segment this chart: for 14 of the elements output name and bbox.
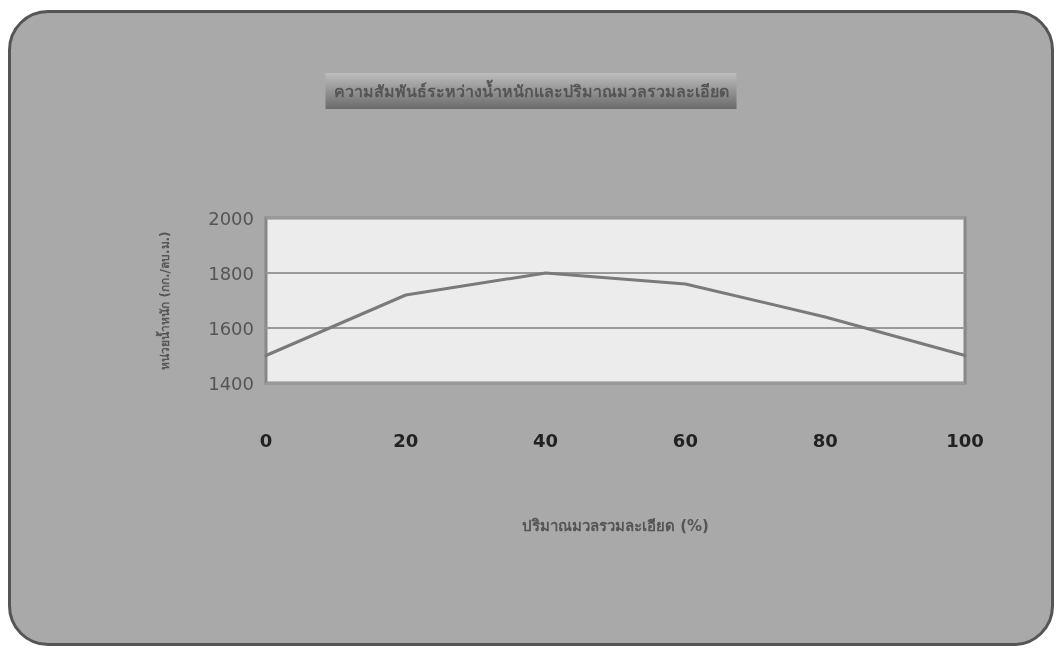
x-tick-label: 80 [812,429,838,451]
x-tick-label: 0 [259,429,273,451]
y-tick-label: 2000 [208,207,254,229]
y-axis-title: หน่วยน้ำหนัก (กก./ลบ.ม.) [155,231,172,370]
x-tick-label: 20 [393,429,419,451]
line-series [264,271,967,357]
x-tick-label: 60 [672,429,698,451]
x-axis-title: ปริมาณมวลรวมละเอียด (%) [522,516,709,535]
y-tick-label: 1800 [208,262,254,284]
y-tick-label: 1600 [208,317,254,339]
x-tick-label: 40 [533,429,559,451]
chart-title: ความสัมพันธ์ระหว่างน้ำหนักและปริมาณมวลรวมละเอียด [333,78,729,101]
y-tick-label: 1400 [208,372,254,394]
x-tick-label: 100 [946,429,984,451]
